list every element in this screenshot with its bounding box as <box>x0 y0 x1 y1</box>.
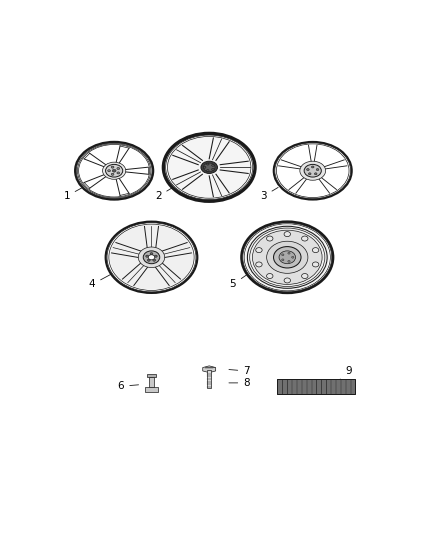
Ellipse shape <box>138 247 165 268</box>
Ellipse shape <box>246 225 329 290</box>
Ellipse shape <box>148 259 150 261</box>
Bar <box>287 379 291 394</box>
Ellipse shape <box>146 255 148 257</box>
Bar <box>321 379 325 394</box>
Ellipse shape <box>284 278 290 283</box>
Ellipse shape <box>112 169 116 172</box>
Ellipse shape <box>117 172 120 174</box>
Ellipse shape <box>302 236 308 241</box>
Ellipse shape <box>150 253 153 255</box>
Ellipse shape <box>304 164 321 177</box>
Ellipse shape <box>108 169 110 172</box>
Ellipse shape <box>106 164 123 177</box>
Text: 3: 3 <box>260 188 278 201</box>
Ellipse shape <box>168 137 251 198</box>
Ellipse shape <box>267 241 308 273</box>
Bar <box>351 379 355 394</box>
Ellipse shape <box>311 166 314 168</box>
Ellipse shape <box>256 262 262 267</box>
Ellipse shape <box>206 163 209 165</box>
Bar <box>326 379 330 394</box>
Ellipse shape <box>307 168 309 171</box>
Ellipse shape <box>111 173 114 175</box>
Bar <box>297 379 301 394</box>
Bar <box>341 379 345 394</box>
Ellipse shape <box>143 251 160 264</box>
Ellipse shape <box>288 252 290 254</box>
Ellipse shape <box>102 162 126 179</box>
Ellipse shape <box>111 166 114 168</box>
Ellipse shape <box>316 168 319 171</box>
Text: 7: 7 <box>229 366 250 376</box>
Bar <box>145 387 158 392</box>
Polygon shape <box>203 366 215 373</box>
Ellipse shape <box>279 251 296 264</box>
Text: 4: 4 <box>89 274 112 289</box>
Bar <box>207 370 211 389</box>
Ellipse shape <box>212 168 214 170</box>
Text: 2: 2 <box>155 188 173 201</box>
Ellipse shape <box>284 232 290 237</box>
Bar <box>149 377 154 387</box>
Ellipse shape <box>153 259 155 261</box>
Bar <box>292 379 296 394</box>
Bar <box>307 379 311 394</box>
Bar <box>311 379 316 394</box>
Bar <box>277 379 355 394</box>
Ellipse shape <box>300 161 325 180</box>
Ellipse shape <box>282 254 284 256</box>
Ellipse shape <box>203 163 215 172</box>
Ellipse shape <box>148 255 155 260</box>
Ellipse shape <box>267 273 273 279</box>
Ellipse shape <box>314 173 317 175</box>
Ellipse shape <box>253 231 321 284</box>
Bar <box>277 379 282 394</box>
Bar <box>283 379 286 394</box>
Bar <box>336 379 340 394</box>
Ellipse shape <box>308 173 311 175</box>
Ellipse shape <box>267 236 273 241</box>
Ellipse shape <box>292 256 294 258</box>
Bar <box>317 379 321 394</box>
Bar <box>346 379 350 394</box>
Ellipse shape <box>110 225 193 290</box>
Ellipse shape <box>212 164 214 166</box>
Text: 8: 8 <box>229 378 250 388</box>
Bar <box>302 379 306 394</box>
Ellipse shape <box>288 261 290 262</box>
Ellipse shape <box>312 248 319 253</box>
Ellipse shape <box>312 262 319 267</box>
Ellipse shape <box>302 273 308 279</box>
Text: 9: 9 <box>340 366 352 379</box>
Ellipse shape <box>203 166 206 168</box>
Ellipse shape <box>155 255 157 257</box>
Ellipse shape <box>117 167 120 169</box>
Bar <box>147 374 156 377</box>
Bar <box>331 379 336 394</box>
Text: 1: 1 <box>64 187 83 201</box>
Ellipse shape <box>201 161 217 173</box>
Ellipse shape <box>206 169 209 172</box>
Text: 6: 6 <box>118 381 138 391</box>
Ellipse shape <box>273 247 301 268</box>
Text: 5: 5 <box>230 274 247 289</box>
Ellipse shape <box>282 259 284 261</box>
Ellipse shape <box>256 248 262 253</box>
